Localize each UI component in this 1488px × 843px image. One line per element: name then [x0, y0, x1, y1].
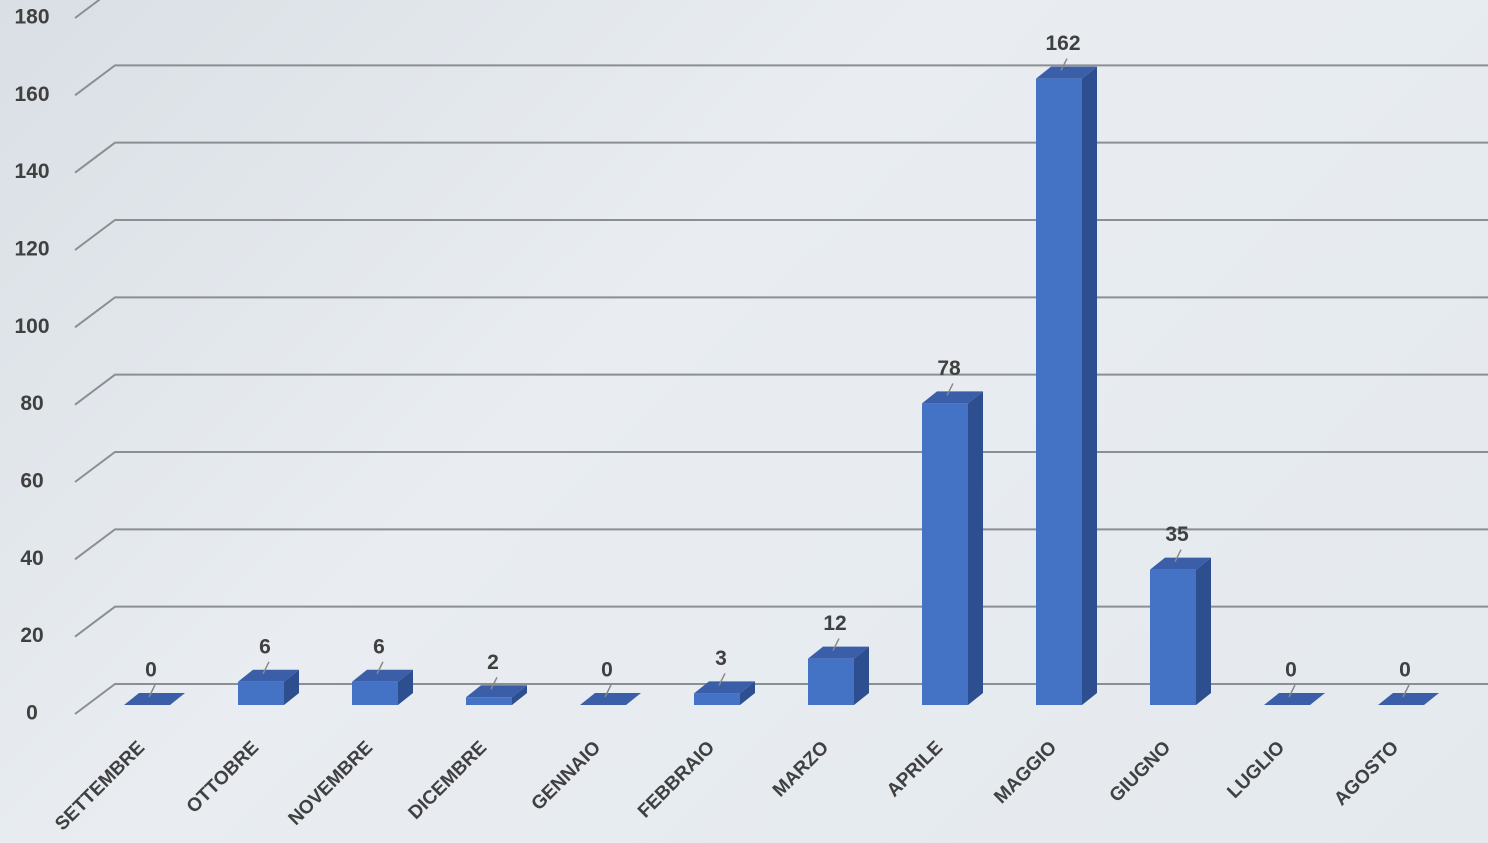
- bar-top: [352, 669, 413, 682]
- grid-line: [74, 683, 1488, 715]
- bar: [1264, 693, 1325, 705]
- y-tick-label: 40: [20, 547, 43, 570]
- bar-top: [1264, 693, 1325, 705]
- value-label: 0: [145, 659, 157, 682]
- value-label: 0: [1285, 659, 1297, 682]
- value-label: 6: [373, 635, 385, 658]
- bar: [124, 693, 185, 705]
- bar-top: [124, 693, 185, 705]
- leader-line: [262, 661, 270, 675]
- value-label: 3: [715, 647, 727, 670]
- bar-side: [512, 685, 527, 705]
- grid-line: [74, 451, 1488, 483]
- x-tick-label: FEBBRAIO: [634, 737, 719, 822]
- bar-side: [398, 669, 413, 705]
- value-label: 6: [259, 635, 271, 658]
- bar-side: [854, 646, 869, 705]
- leader-line: [832, 638, 840, 651]
- x-tick-label: NOVEMBRE: [285, 737, 377, 829]
- grid-line: [74, 64, 1488, 97]
- grid-line: [74, 528, 1488, 561]
- grid-line: [74, 373, 1488, 406]
- bar-top: [580, 693, 641, 705]
- bar-top: [238, 669, 299, 682]
- bar-top: [1378, 693, 1439, 705]
- leader-line: [604, 684, 612, 698]
- y-tick-label: 160: [14, 83, 49, 106]
- y-tick-label: 80: [20, 392, 43, 415]
- bar-top: [466, 685, 527, 698]
- x-tick-label: OTTOBRE: [183, 737, 263, 817]
- x-tick-label: GIUGNO: [1106, 737, 1175, 806]
- x-tick-label: LUGLIO: [1223, 737, 1289, 803]
- y-tick-label: 120: [14, 238, 49, 261]
- y-tick-label: 100: [14, 315, 49, 338]
- leader-line: [946, 383, 954, 396]
- leader-line: [490, 676, 498, 690]
- y-tick-label: 20: [20, 624, 43, 647]
- y-tick-label: 60: [20, 470, 43, 493]
- x-tick-label: DICEMBRE: [405, 737, 492, 824]
- grid-line: [74, 0, 101, 19]
- y-tick-label: 180: [14, 6, 49, 29]
- bar-side: [284, 669, 299, 705]
- value-label: 2: [487, 651, 499, 674]
- bar: [466, 685, 527, 705]
- leader-line: [718, 673, 726, 686]
- bar: [352, 669, 413, 705]
- bar-top: [1150, 557, 1211, 570]
- bar-front: [1150, 569, 1196, 705]
- grid-line: [74, 141, 1488, 174]
- grid-line: [74, 605, 1488, 638]
- leader-line: [1174, 549, 1182, 563]
- value-label: 162: [1045, 32, 1080, 55]
- bar: [1150, 557, 1211, 705]
- bar-front: [466, 697, 512, 705]
- value-label: 0: [601, 659, 613, 682]
- bar: [1036, 66, 1097, 706]
- value-label: 35: [1165, 523, 1189, 546]
- bar: [1378, 693, 1439, 705]
- x-tick-label: AGOSTO: [1330, 737, 1403, 810]
- bar-front: [238, 681, 284, 705]
- leader-line: [376, 661, 384, 675]
- bar-front: [1036, 78, 1082, 706]
- y-tick-label: 140: [14, 160, 49, 183]
- bar-top: [694, 681, 755, 694]
- bar-side: [1196, 557, 1211, 705]
- x-tick-label: SETTEMBRE: [51, 737, 149, 835]
- bar-top: [808, 646, 869, 659]
- x-tick-label: MAGGIO: [990, 737, 1061, 808]
- value-label: 78: [937, 357, 961, 380]
- grid-line: [74, 219, 1488, 251]
- leader-line: [1402, 684, 1410, 698]
- x-tick-label: APRILE: [883, 737, 947, 801]
- y-tick-label: 0: [26, 702, 38, 725]
- value-label: 12: [823, 612, 846, 635]
- x-tick-label: MARZO: [769, 737, 833, 801]
- bar-top: [922, 391, 983, 404]
- bar: [808, 646, 869, 705]
- bar: [580, 693, 641, 705]
- bar: [922, 391, 983, 705]
- bar-front: [694, 693, 740, 705]
- x-tick-label: GENNAIO: [528, 737, 606, 815]
- bar-side: [740, 681, 755, 705]
- bar-front: [808, 658, 854, 705]
- leader-line: [1060, 58, 1068, 71]
- bar-side: [1082, 66, 1097, 706]
- bar-front: [352, 681, 398, 705]
- bar: [238, 669, 299, 705]
- bar-top: [1036, 66, 1097, 79]
- value-label: 0: [1399, 659, 1411, 682]
- bar: [694, 681, 755, 705]
- bar-side: [968, 391, 983, 705]
- bar-front: [922, 403, 968, 705]
- leader-line: [148, 684, 156, 698]
- leader-line: [1288, 684, 1296, 698]
- grid-line: [74, 296, 1488, 329]
